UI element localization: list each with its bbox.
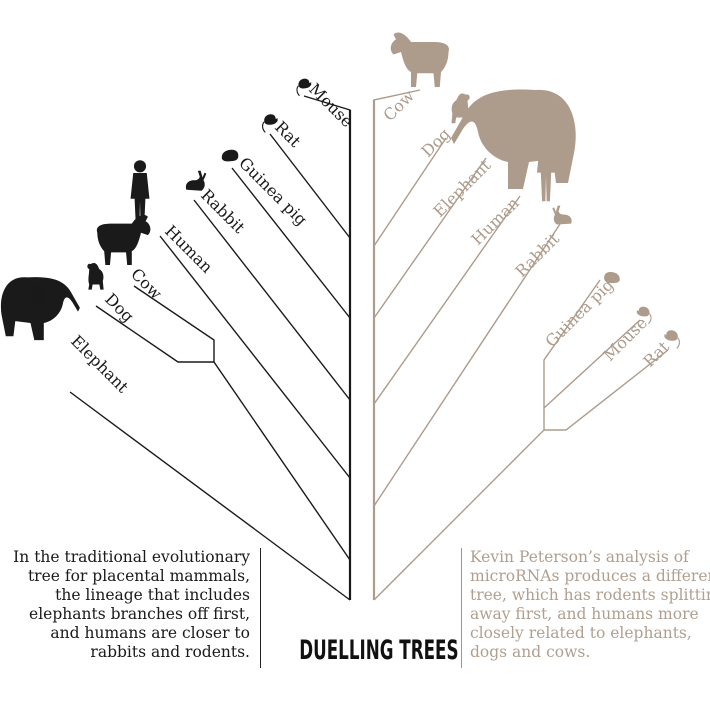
branch-dog <box>373 137 447 247</box>
label-cow: Cow <box>127 264 166 303</box>
right-caption-divider <box>461 548 462 668</box>
branch-cow <box>133 285 351 561</box>
dog-icon <box>87 262 104 290</box>
branch-mouse <box>543 319 641 409</box>
caption-line: tree, which has rodents splitting <box>470 586 710 604</box>
label-guinea-pig: Guinea pig <box>541 275 617 351</box>
label-dog: Dog <box>417 124 454 161</box>
label-elephant: Elephant <box>67 331 133 397</box>
branch-dog <box>95 305 214 363</box>
left-caption-divider <box>260 548 261 668</box>
branch-human <box>373 195 521 405</box>
branch-rat <box>269 133 351 239</box>
branch-human <box>159 235 351 479</box>
label-rabbit: Rabbit <box>511 229 563 281</box>
rabbit-icon <box>552 205 572 225</box>
label-mouse: Mouse <box>305 79 357 131</box>
rabbit-icon <box>185 170 207 191</box>
caption-line: closely related to elephants, <box>470 624 692 642</box>
caption-line: dogs and cows. <box>470 643 591 661</box>
cow-icon <box>390 32 449 87</box>
label-guinea-pig: Guinea pig <box>235 153 311 229</box>
elephant-icon <box>0 277 80 341</box>
branch-guinea-pig <box>373 279 601 601</box>
caption-line: Kevin Peterson’s analysis of <box>470 548 689 566</box>
figure-title: DUELLING TREES <box>299 635 459 666</box>
caption-line: away first, and humans more <box>470 605 699 623</box>
branch-rabbit <box>373 223 561 507</box>
label-elephant: Elephant <box>429 155 495 221</box>
microrna-tree-caption: Kevin Peterson’s analysis of microRNAs p… <box>470 548 710 662</box>
label-dog: Dog <box>101 289 138 326</box>
guinea-pig-icon <box>604 272 620 284</box>
branch-cow <box>373 89 421 190</box>
guinea-pig-icon <box>221 149 239 162</box>
caption-line: microRNAs produces a different <box>470 567 710 585</box>
label-human: Human <box>467 193 522 248</box>
branch-rat <box>544 349 669 431</box>
branch-elephant <box>373 157 487 319</box>
branch-mouse <box>303 95 351 186</box>
label-rabbit: Rabbit <box>197 185 249 237</box>
branch-guinea-pig <box>231 167 351 319</box>
traditional-tree-caption: In the traditional evolutionary tree for… <box>13 548 250 661</box>
label-rat: Rat <box>639 337 673 371</box>
branch-elephant <box>69 391 351 601</box>
branch-rabbit <box>193 199 351 401</box>
